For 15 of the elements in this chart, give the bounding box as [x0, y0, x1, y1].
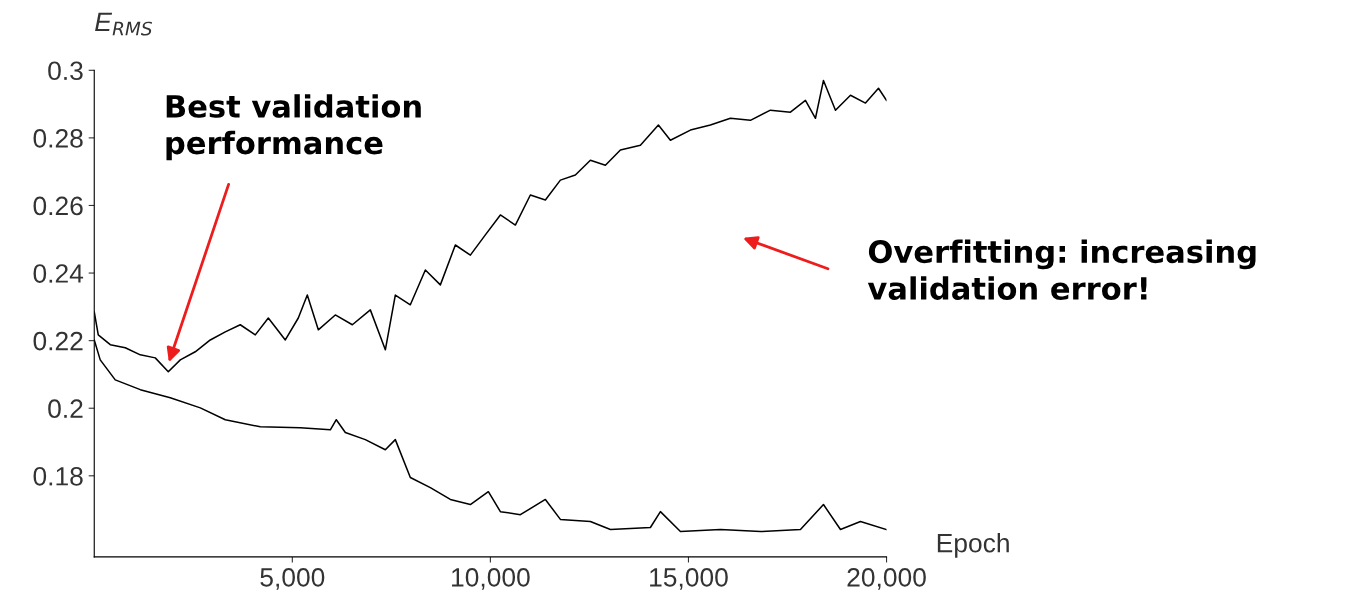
- x-axis-title: Epoch: [937, 533, 1009, 558]
- annotation: Overfitting: increasing validation error!: [867, 239, 1256, 300]
- x-tick-label: 15,000: [650, 568, 728, 590]
- annotation: Best validation performance: [166, 94, 421, 161]
- x-tick-label: 10,000: [452, 568, 530, 590]
- x-tick-label: 20,000: [847, 568, 926, 590]
- y-tick-label: 0.3: [48, 61, 83, 81]
- y-tick-label: 0.26: [33, 196, 83, 216]
- y-tick-label: 0.2: [48, 399, 83, 419]
- y-tick-label: 0.22: [33, 331, 83, 351]
- y-tick-label: 0.24: [33, 264, 84, 283]
- y-tick-label: 0.28: [33, 129, 83, 148]
- y-axis-title: E$_{RMS}$: [95, 12, 153, 36]
- y-tick-label: 0.18: [33, 466, 83, 486]
- x-tick-label: 5,000: [260, 568, 325, 590]
